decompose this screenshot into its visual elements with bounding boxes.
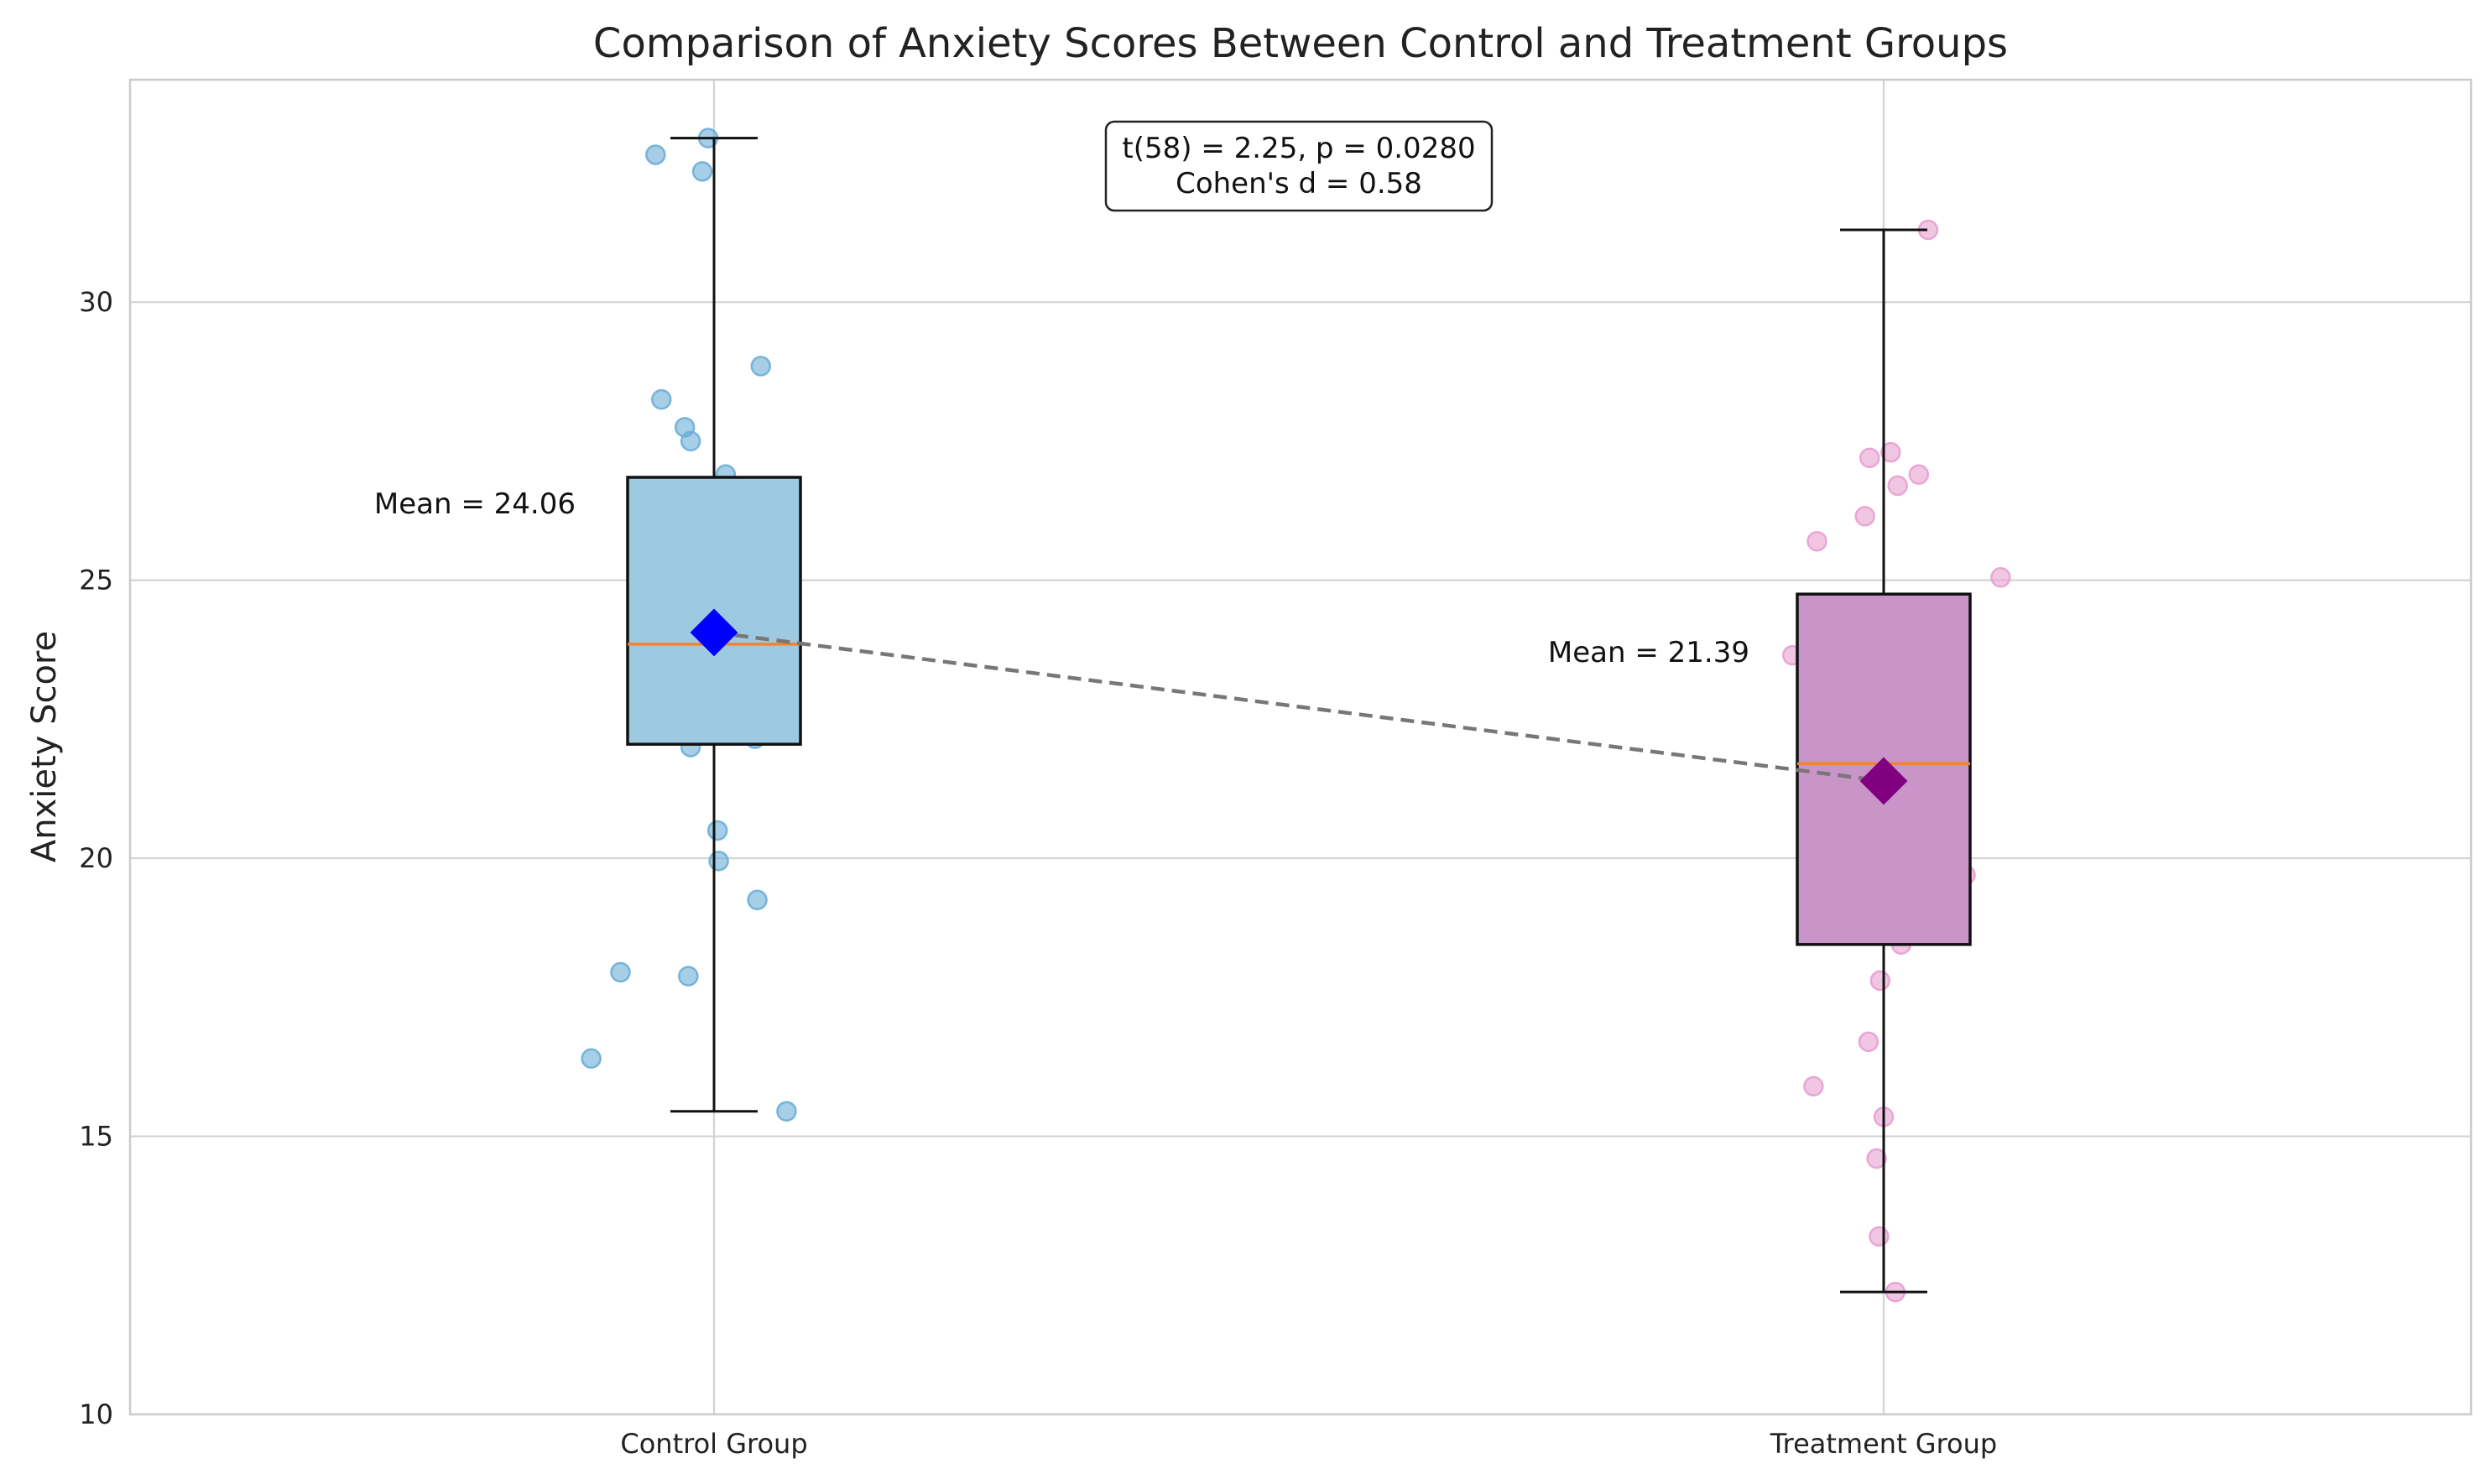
mean-label: Mean = 21.39 [1548, 636, 1749, 669]
mean-labels: Mean = 24.06 Mean = 21.39 [374, 487, 1749, 669]
data-point [1887, 475, 1908, 497]
plot-frame [128, 78, 2473, 1416]
stats-ttest-text: t(58) = 2.25, p = 0.0280 [1122, 132, 1475, 165]
data-point [1869, 1226, 1890, 1247]
data-point [1803, 1075, 1824, 1097]
data-point [1869, 970, 1891, 992]
data-point [1806, 530, 1827, 552]
mean-label: Mean = 24.06 [374, 487, 576, 521]
data-point [610, 961, 631, 983]
mean-markers [690, 608, 1908, 805]
y-tick-label: 25 [79, 565, 113, 596]
data-point [680, 430, 701, 452]
data-point [747, 889, 768, 911]
x-tick-labels: Control Group Treatment Group [620, 1428, 1997, 1460]
box-elements [626, 137, 1972, 1294]
data-point [1866, 1148, 1887, 1169]
data-point [1908, 464, 1930, 485]
data-point [651, 388, 672, 410]
y-tick-label: 10 [79, 1398, 113, 1430]
x-tick-label: Control Group [620, 1428, 807, 1460]
data-point [678, 966, 699, 987]
data-point [1880, 441, 1901, 463]
data-point [1858, 1031, 1879, 1053]
x-tick-label: Treatment Group [1770, 1428, 1997, 1460]
stats-effect-size-text: Cohen's d = 0.58 [1176, 167, 1422, 200]
stats-annotation: t(58) = 2.25, p = 0.0280 Cohen's d = 0.5… [1104, 120, 1494, 212]
data-point [706, 820, 728, 841]
y-tick-labels: 10 15 20 25 30 [79, 286, 113, 1430]
mean-marker [1859, 757, 1908, 805]
data-point [776, 1101, 797, 1122]
data-point [645, 144, 666, 165]
data-point [1859, 447, 1880, 469]
stats-annotation-box [1104, 120, 1494, 212]
data-point [1854, 506, 1875, 527]
y-tick-label: 20 [79, 842, 113, 874]
plot-background [130, 80, 2471, 1414]
y-tick-label: 15 [79, 1121, 113, 1153]
data-point [750, 356, 772, 377]
mean-connector-line [713, 630, 1885, 784]
mean-marker [690, 608, 738, 657]
data-point [691, 161, 713, 182]
data-point [1990, 567, 2011, 588]
y-tick-label: 30 [79, 286, 113, 318]
data-point [708, 851, 729, 872]
chart-title: Comparison of Anxiety Scores Between Con… [593, 20, 2008, 67]
y-axis-label: Anxiety Score [25, 631, 64, 862]
data-point [581, 1048, 602, 1069]
